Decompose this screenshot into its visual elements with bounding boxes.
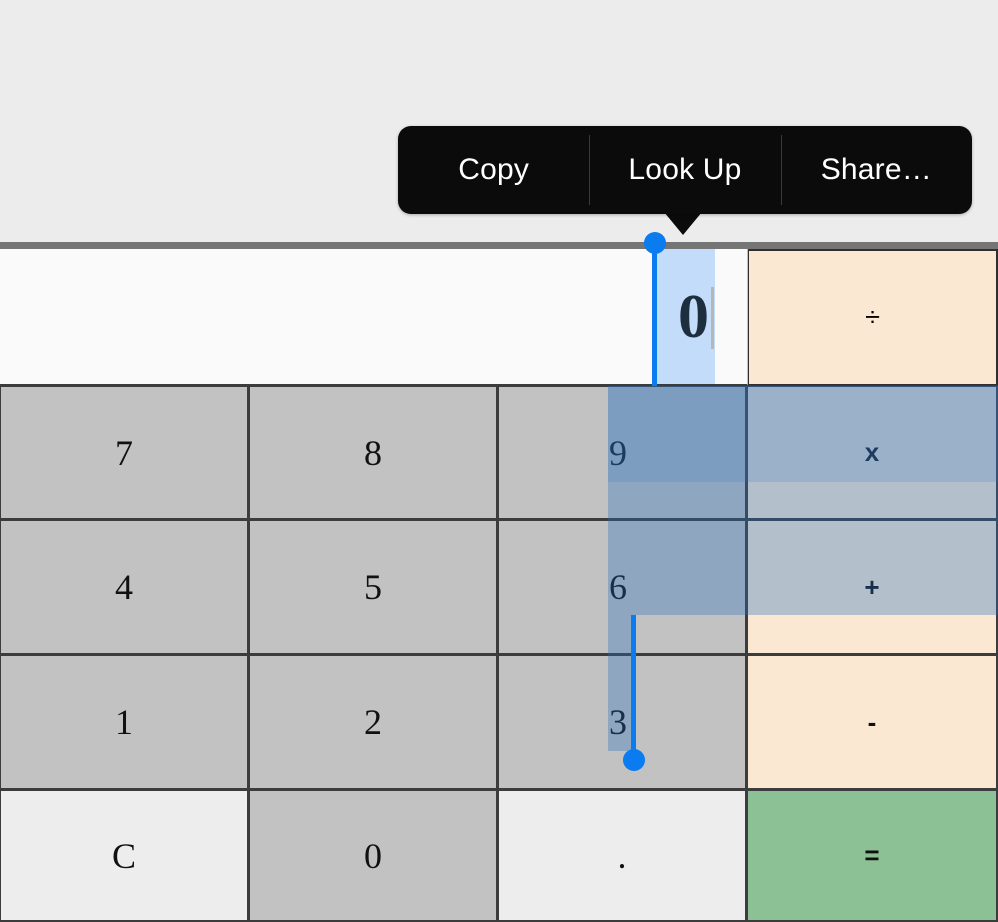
selection-start-bar[interactable] [652,243,657,386]
calculator-app: 0 ÷ 7 8 9 x 4 5 6 + 1 2 3 - C 0 . = [0,249,998,922]
context-menu-look-up-label: Look Up [628,153,742,186]
key-five[interactable]: 5 [248,519,498,655]
key-decimal[interactable]: . [497,789,747,922]
key-plus[interactable]: + [746,519,998,655]
key-one[interactable]: 1 [0,654,249,790]
key-equals[interactable]: = [746,789,998,922]
key-eight-label: 8 [364,432,382,473]
key-four[interactable]: 4 [0,519,249,655]
context-menu-pointer-arrow [664,212,702,235]
key-decimal-label: . [617,835,627,876]
key-minus[interactable]: - [746,654,998,790]
key-multiply[interactable]: x [746,385,998,520]
key-eight[interactable]: 8 [248,385,498,520]
window-separator-bar [0,242,998,249]
key-zero-label: 0 [364,835,382,876]
display-text-selection-highlight [657,249,715,384]
key-two-label: 2 [364,702,382,742]
key-plus-label: + [864,571,880,602]
key-three[interactable]: 3 [497,654,747,790]
selection-end-bar[interactable] [631,615,636,761]
key-four-label: 4 [115,567,133,607]
key-zero[interactable]: 0 [248,789,498,922]
key-nine[interactable]: 9 [497,385,747,520]
key-one-label: 1 [115,702,133,742]
selection-start-handle[interactable] [644,232,666,254]
display-text-cursor [711,287,714,349]
context-menu-share-label: Share… [820,153,932,186]
key-clear[interactable]: C [0,789,249,922]
key-five-label: 5 [364,567,382,607]
context-menu-copy-label: Copy [458,153,530,186]
key-equals-label: = [864,840,880,870]
key-nine-label: 9 [609,432,627,473]
key-divide[interactable]: ÷ [748,249,998,386]
key-six-label: 6 [609,567,627,607]
text-selection-context-menu[interactable]: Copy Look Up Share… [398,126,972,214]
key-six[interactable]: 6 [497,519,747,655]
key-two[interactable]: 2 [248,654,498,790]
selection-end-handle[interactable] [623,749,645,771]
key-three-label: 3 [609,702,627,742]
key-divide-label: ÷ [865,302,880,332]
display-row: 0 ÷ [0,249,998,386]
display-value: 0 [678,282,709,351]
key-minus-label: - [867,706,877,737]
context-menu-item-share[interactable]: Share… [780,126,972,214]
calculator-display[interactable]: 0 [0,249,748,386]
key-seven[interactable]: 7 [0,385,249,520]
context-menu-item-copy[interactable]: Copy [398,126,589,214]
key-seven-label: 7 [115,432,133,473]
context-menu-item-look-up[interactable]: Look Up [589,126,780,214]
calculator-keypad: 7 8 9 x 4 5 6 + 1 2 3 - C 0 . = [0,385,998,922]
key-multiply-label: x [864,437,880,467]
key-clear-label: C [111,835,136,876]
